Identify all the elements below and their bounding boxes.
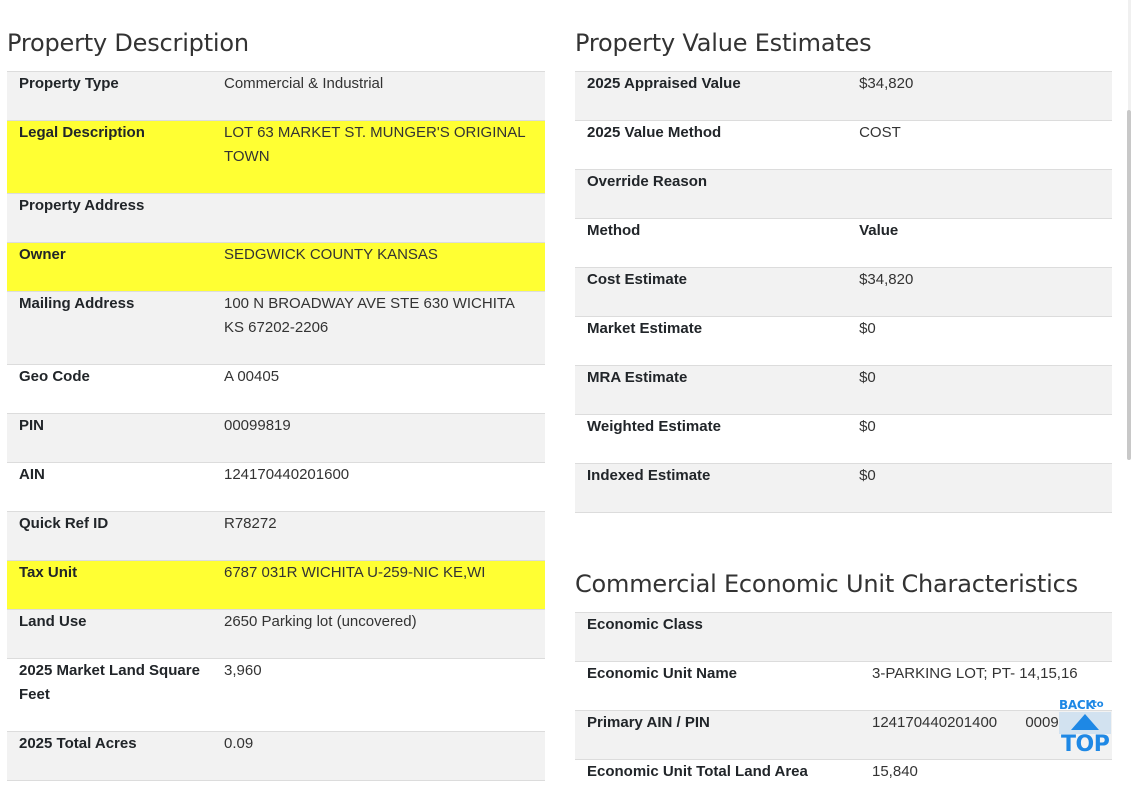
table-row-highlighted: Tax Unit 6787 031R WICHITA U-259-NIC KE,… [7,560,545,610]
row-label: Tax Unit [19,564,78,581]
table-row: MRA Estimate $0 [575,365,1112,415]
row-label: Economic Unit Total Land Area [587,763,808,780]
row-value [847,170,1112,219]
row-label: Market Estimate [587,320,703,337]
column-header-value: Value [859,222,899,239]
row-label: Geo Code [19,368,90,385]
row-value: $0 [859,369,876,386]
property-description-table: Property Type Commercial & Industrial Le… [7,71,545,781]
table-row: Indexed Estimate $0 [575,463,1112,513]
row-value: COST [859,124,901,141]
table-row: Property Address [7,193,545,243]
table-row: Weighted Estimate $0 [575,414,1112,464]
row-value: $0 [859,418,876,435]
table-row: 2025 Value Method COST [575,120,1112,170]
row-value [860,613,1112,662]
row-value: R78272 [224,515,277,532]
table-row-highlighted: Legal Description LOT 63 MARKET ST. MUNG… [7,120,545,194]
row-label: Quick Ref ID [19,515,109,532]
row-label: 2025 Appraised Value [587,75,741,92]
row-label: MRA Estimate [587,369,688,386]
scrollbar-thumb[interactable] [1127,110,1131,460]
row-label: Override Reason [587,173,708,190]
row-value: 124170440201400 0009 [860,711,1112,760]
row-value [212,194,545,243]
row-label: 2025 Market Land Square Feet [19,662,200,703]
table-row: Property Type Commercial & Industrial [7,71,545,121]
row-label: Owner [19,246,66,263]
table-row: Economic Unit Total Land Area 15,840 [575,759,1112,793]
row-value: 0.09 [224,735,254,752]
row-value: SEDGWICK COUNTY KANSAS [224,246,438,263]
row-label: 2025 Value Method [587,124,722,141]
table-row: Land Use 2650 Parking lot (uncovered) [7,609,545,659]
back-to-top-to-label: to [1092,699,1104,710]
row-label: Legal Description [19,124,145,141]
table-row: 2025 Appraised Value $34,820 [575,71,1112,121]
property-description-title: Property Description [7,29,249,57]
back-to-top-button[interactable]: BACK to TOP [1059,698,1111,757]
table-row: Economic Class [575,612,1112,662]
table-row: Economic Unit Name 3-PARKING LOT; PT- 14… [575,661,1112,711]
property-value-estimates-table: 2025 Appraised Value $34,820 2025 Value … [575,71,1112,513]
row-label: Economic Class [587,616,703,633]
back-to-top-back-label: BACK [1059,698,1095,712]
row-value: 124170440201600 [224,466,350,483]
table-row: Cost Estimate $34,820 [575,267,1112,317]
property-value-estimates-title: Property Value Estimates [575,29,872,57]
table-row: Market Estimate $0 [575,316,1112,366]
row-label: Weighted Estimate [587,418,721,435]
row-value: 2650 Parking lot (uncovered) [224,613,417,630]
column-header-method: Method [587,222,641,239]
row-label: Economic Unit Name [587,665,738,682]
row-label: AIN [19,466,45,483]
row-value: $0 [859,320,876,337]
table-row-highlighted: Owner SEDGWICK COUNTY KANSAS [7,242,545,292]
table-row: PIN 00099819 [7,413,545,463]
row-label: 2025 Total Acres [19,735,137,752]
row-value: $0 [859,467,876,484]
row-value: A 00405 [224,368,280,385]
row-label: Property Type [19,75,119,92]
row-value: Commercial & Industrial [224,75,384,92]
row-value: $34,820 [859,271,914,288]
row-value: LOT 63 MARKET ST. MUNGER'S ORIGINAL TOWN [224,124,525,165]
arrow-up-icon [1071,714,1099,730]
table-header-row: Method Value [575,218,1112,268]
commercial-economic-unit-title: Commercial Economic Unit Characteristics [575,570,1078,598]
table-row: Quick Ref ID R78272 [7,511,545,561]
row-value: 3-PARKING LOT; PT- 14,15,16 [872,665,1078,682]
table-row: 2025 Total Acres 0.09 [7,731,545,781]
row-label: Indexed Estimate [587,467,711,484]
table-row: Geo Code A 00405 [7,364,545,414]
row-value: 00099819 [224,417,291,434]
row-value: 15,840 [872,763,918,780]
row-value: 6787 031R WICHITA U-259-NIC KE,WI [224,564,486,581]
commercial-economic-unit-table: Economic Class Economic Unit Name 3-PARK… [575,612,1112,793]
table-row: Override Reason [575,169,1112,219]
table-row: AIN 124170440201600 [7,462,545,512]
row-value: 100 N BROADWAY AVE STE 630 WICHITA KS 67… [224,295,515,336]
row-value: 3,960 [224,662,262,679]
row-value: $34,820 [859,75,914,92]
scrollbar-track [1128,0,1131,110]
row-label: Property Address [19,197,145,214]
back-to-top-top-label: TOP [1061,732,1110,757]
primary-ain: 124170440201400 [872,714,998,731]
row-label: Land Use [19,613,87,630]
table-row: Primary AIN / PIN 124170440201400 0009 [575,710,1112,760]
primary-pin: 0009 [1025,714,1059,731]
row-label: Cost Estimate [587,271,688,288]
table-row: Mailing Address 100 N BROADWAY AVE STE 6… [7,291,545,365]
row-label: Mailing Address [19,295,135,312]
table-row: 2025 Market Land Square Feet 3,960 [7,658,545,732]
row-label: Primary AIN / PIN [587,714,710,731]
row-label: PIN [19,417,45,434]
